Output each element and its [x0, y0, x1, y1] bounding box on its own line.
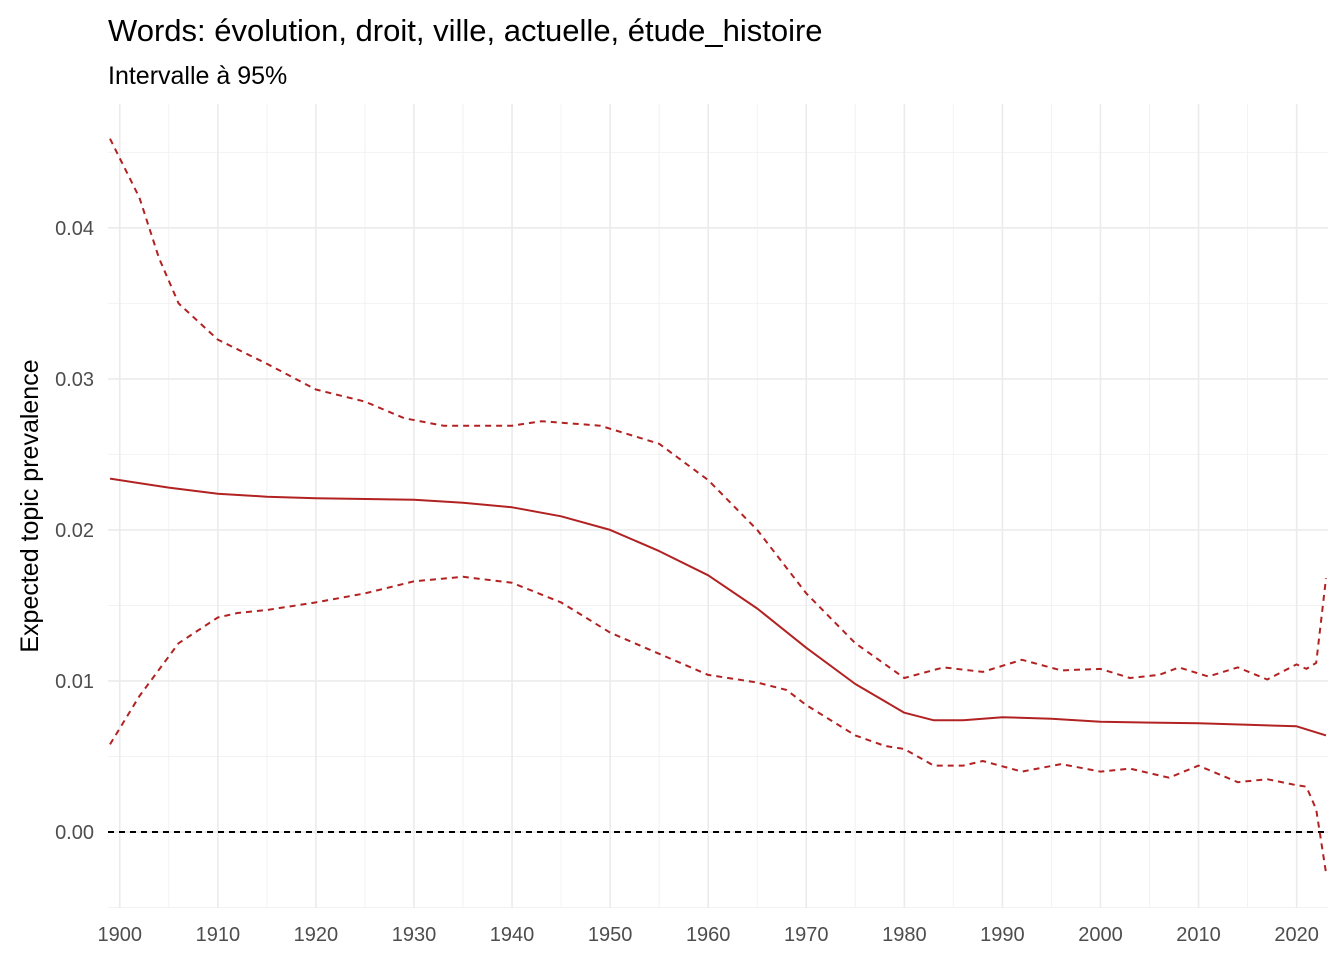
x-tick-label: 1940: [490, 924, 535, 946]
gridlines: [108, 104, 1328, 909]
series-line-mean: [109, 477, 1327, 737]
x-tick-label: 1950: [588, 924, 633, 946]
y-axis-label: Expected topic prevalence: [16, 359, 44, 652]
x-tick-label: 1930: [392, 924, 437, 946]
y-tick-label: 0.03: [55, 369, 94, 391]
series-lines: [108, 138, 1328, 873]
x-tick-label: 2010: [1176, 924, 1221, 946]
series-line-upper-95-: [109, 138, 1327, 681]
x-tick-label: 1990: [980, 924, 1025, 946]
x-tick-label: 1960: [686, 924, 731, 946]
x-tick-label: 2020: [1274, 924, 1319, 946]
x-tick-label: 1980: [882, 924, 927, 946]
chart-subtitle: Intervalle à 95%: [108, 62, 287, 90]
y-tick-label: 0.01: [55, 671, 94, 693]
chart-title: Words: évolution, droit, ville, actuelle…: [108, 13, 823, 48]
y-tick-label: 0.00: [55, 822, 94, 844]
y-tick-label: 0.02: [55, 520, 94, 542]
x-tick-label: 1910: [196, 924, 241, 946]
x-tick-label: 1900: [98, 924, 143, 946]
tick-labels: 1900 1910 1920 1930 1940 1950 1960 1970 1980 1990…: [55, 218, 1319, 946]
x-tick-label: 1970: [784, 924, 829, 946]
x-tick-label: 2000: [1078, 924, 1123, 946]
y-tick-label: 0.04: [55, 218, 94, 240]
x-tick-label: 1920: [294, 924, 339, 946]
series-line-lower-95-: [109, 575, 1327, 873]
